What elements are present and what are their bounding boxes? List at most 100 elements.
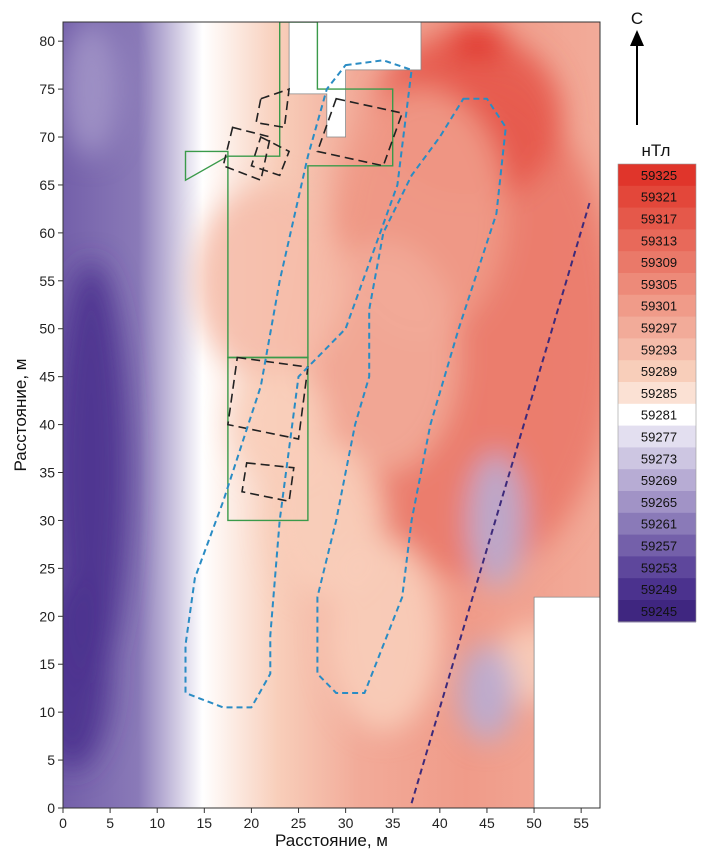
colorbar-swatch: [618, 425, 696, 448]
anomaly-blob: [63, 261, 129, 684]
colorbar-level-label: 59293: [641, 342, 677, 357]
anomaly-blob: [458, 645, 516, 741]
y-tick-label: 75: [39, 81, 55, 97]
colorbar-swatch: [618, 185, 696, 209]
colorbar-swatch: [618, 578, 696, 601]
colorbar-level-label: 59325: [641, 168, 677, 183]
colorbar-swatch: [618, 338, 696, 361]
survey-overlays: [184, 22, 592, 804]
colorbar-level-label: 59313: [641, 233, 677, 248]
colorbar-swatch: [618, 491, 696, 514]
colorbar-level-label: 59257: [641, 539, 677, 554]
colorbar-swatch: [618, 273, 696, 296]
y-tick-label: 15: [39, 656, 55, 672]
colorbar-level-label: 59281: [641, 408, 677, 423]
colorbar-level-label: 59301: [641, 299, 677, 314]
y-tick-label: 60: [39, 225, 55, 241]
colorbar-level-label: 59309: [641, 255, 677, 270]
y-tick-label: 40: [39, 417, 55, 433]
x-tick-label: 15: [197, 815, 213, 831]
y-tick-label: 65: [39, 177, 55, 193]
colorbar-swatch: [618, 207, 696, 230]
colorbar-level-label: 59249: [641, 582, 677, 597]
colorbar-swatch: [618, 600, 696, 623]
x-tick-label: 25: [291, 815, 307, 831]
y-tick-label: 20: [39, 608, 55, 624]
dashed-feature-square: [241, 462, 295, 503]
purple-dashed-line: [410, 199, 592, 804]
y-tick-label: 35: [39, 465, 55, 481]
anomaly-blob: [449, 22, 506, 61]
colorbar-swatch: [618, 403, 696, 427]
y-tick-label: 25: [39, 560, 55, 576]
colorbar-level-label: 59269: [641, 473, 677, 488]
x-tick-label: 0: [59, 815, 67, 831]
blue-dashed-anomaly-outline: [316, 97, 507, 694]
colorbar-swatch: [618, 164, 696, 187]
x-tick-label: 45: [479, 815, 495, 831]
anomaly-blob: [326, 539, 440, 732]
colorbar-level-label: 59321: [641, 190, 677, 205]
y-tick-label: 30: [39, 512, 55, 528]
colorbar-level-label: 59285: [641, 386, 677, 401]
colorbar-level-label: 59289: [641, 364, 677, 379]
dashed-feature-square: [255, 87, 291, 129]
excavation-outline: [184, 22, 394, 359]
colorbar-swatch: [618, 512, 696, 536]
dashed-feature-square: [227, 356, 309, 440]
colorbar-level-label: 59273: [641, 451, 677, 466]
colorbar-level-label: 59265: [641, 495, 677, 510]
dashed-feature-square: [316, 97, 404, 167]
x-tick-label: 20: [244, 815, 260, 831]
colorbar-swatch: [618, 294, 696, 318]
heatmap-layer: [63, 22, 600, 808]
blue-dashed-anomaly-outline: [184, 59, 413, 709]
x-tick-label: 30: [338, 815, 354, 831]
x-tick-label: 55: [573, 815, 589, 831]
y-tick-label: 55: [39, 273, 55, 289]
anomaly-blob: [194, 184, 346, 377]
north-label: С: [631, 9, 643, 28]
anomaly-blobs: [63, 22, 600, 770]
anomaly-blob: [63, 577, 111, 770]
x-tick-label: 10: [149, 815, 165, 831]
colorbar-legend: нТл 593255932159317593135930959305593015…: [617, 141, 697, 623]
y-axis: 0 5 10 15 20 25 30 35 40 45 50 55 60 65 70 75 80: [39, 33, 63, 816]
x-axis-label: Расстояние, м: [275, 831, 388, 850]
no-data-areas: [119, 22, 600, 808]
no-data-north-gap: [119, 22, 422, 138]
no-data-south-east-gap: [533, 596, 600, 808]
x-tick-label: 40: [432, 815, 448, 831]
x-axis: 0 5 10 15 20 25 30 35 40 45 50 55: [59, 808, 589, 831]
north-arrow: С: [630, 9, 644, 125]
colorbar-swatch: [618, 556, 696, 579]
colorbar-swatches: [617, 163, 697, 623]
y-tick-label: 0: [47, 800, 55, 816]
y-tick-label: 45: [39, 369, 55, 385]
colorbar-level-label: 59261: [641, 517, 677, 532]
north-arrow-head: [630, 30, 644, 46]
dashed-feature-square: [250, 135, 291, 177]
x-tick-label: 35: [385, 815, 401, 831]
colorbar-level-label: 59253: [641, 560, 677, 575]
colorbar-swatch: [618, 382, 696, 405]
plot-frame: [62, 21, 601, 809]
colorbar-level-label: 59277: [641, 430, 677, 445]
y-axis-label: Расстояние, м: [11, 359, 30, 472]
anomaly-blob: [63, 22, 120, 157]
y-tick-label: 80: [39, 33, 55, 49]
anomaly-blob: [307, 242, 459, 473]
excavation-outline: [227, 356, 309, 522]
colorbar-level-label: 59297: [641, 321, 677, 336]
y-tick-label: 5: [47, 752, 55, 768]
y-tick-label: 50: [39, 321, 55, 337]
x-tick-label: 5: [106, 815, 114, 831]
colorbar-swatch: [618, 360, 696, 383]
colorbar-title: нТл: [642, 141, 671, 160]
x-tick-label: 50: [526, 815, 542, 831]
colorbar-swatch: [618, 251, 696, 274]
y-tick-label: 10: [39, 704, 55, 720]
colorbar-border: [617, 163, 697, 623]
y-tick-label: 70: [39, 129, 55, 145]
